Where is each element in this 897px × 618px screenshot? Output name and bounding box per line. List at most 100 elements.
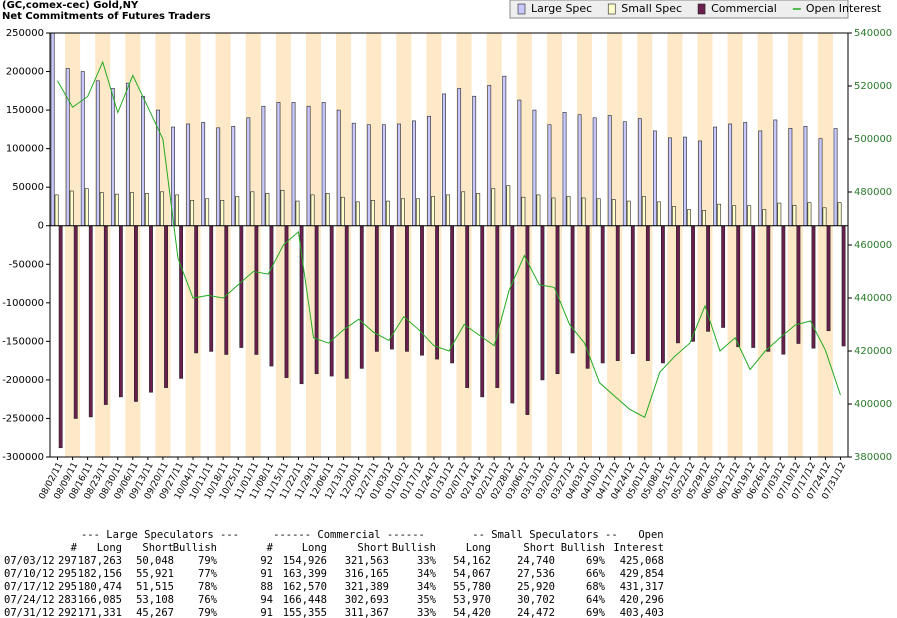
bar [235,196,240,227]
bar [141,95,145,227]
table-cell: 35% [417,594,437,606]
table-cell: 55,921 [136,568,174,580]
table-cell: 45,267 [136,607,174,618]
band-shade [787,33,803,457]
y-tick-label: 250000 [6,28,44,39]
bar [186,123,191,227]
bar [491,188,496,227]
chart-title: (GC,comex-cec) Gold,NY [2,0,139,11]
bar [687,209,691,227]
bar [457,88,462,227]
y-tick-label: 200000 [6,67,44,78]
bar [645,225,650,361]
bar [261,105,266,227]
bar [164,225,168,388]
bar [728,123,733,227]
band-shade [637,33,653,457]
y-tick-label: -200000 [2,375,44,386]
table-column-header: Long [302,542,327,554]
bar [160,191,164,227]
table-cell: 92 [260,555,273,567]
bar [276,102,281,227]
y2-tick-label: 420000 [854,346,892,357]
bar [698,140,702,227]
table-group-header: -- Small Speculators -- [472,529,617,541]
bar [114,193,119,227]
table-cell: 53,970 [453,594,491,606]
line [57,60,841,419]
bar [566,196,571,227]
bar [118,225,123,398]
bar [476,193,481,227]
bar [702,210,706,227]
bar [676,225,680,344]
table-cell: 79% [198,607,218,618]
bar [641,196,646,227]
y-tick-label: 0 [38,221,44,232]
bar [652,130,657,227]
bar [721,225,726,328]
y2-tick-label: 500000 [854,134,892,145]
y-tick-label: -150000 [2,336,44,347]
table-cell: 76% [198,594,218,606]
table-cell: 431,317 [620,581,664,593]
table-cell: 54,162 [453,555,491,567]
table-column-header: Long [97,542,122,554]
bar [412,120,416,227]
bar [661,225,665,364]
bar [683,136,687,227]
table-cell: 33% [417,555,437,567]
band-shade [727,33,743,457]
bar [310,194,315,227]
bar [841,225,846,347]
bar [521,196,526,227]
bar [336,109,341,227]
bar [69,190,74,227]
table-cell: 34% [417,568,437,580]
bar [510,225,515,404]
band-shade [697,33,713,457]
bar [80,71,85,227]
bar [818,138,823,227]
band-shade [185,33,201,457]
legend [509,0,849,19]
table-cell: 68% [586,581,606,593]
table-cell: 54,067 [453,568,491,580]
table-column-header: Interest [613,542,664,554]
bar [73,225,78,419]
y-tick-label: -300000 [2,452,44,463]
bar [532,109,537,227]
table-column-header: Bullish [561,542,605,554]
bar [480,225,485,398]
bar [450,225,455,364]
table-cell: 25,920 [517,581,555,593]
bar [149,225,153,393]
table-cell: 66% [586,568,606,580]
band-shade [817,33,833,457]
bar [622,121,627,227]
band-shade [215,33,231,457]
table-cell: 69% [586,607,606,618]
bar [246,117,251,227]
table-cell: 54,420 [453,607,491,618]
band-shade [426,33,442,457]
bar [265,193,270,227]
bar [50,32,55,227]
table-cell: 403,403 [620,607,664,618]
table-cell: 155,355 [283,607,327,618]
y2-tick-label: 520000 [854,81,892,92]
bar [291,102,296,227]
bar [732,205,737,227]
bar [280,189,285,227]
bar [672,206,676,227]
table-cell: 311,367 [345,607,389,618]
table-cell: 321,389 [345,581,389,593]
table-cell: 292 [58,607,77,618]
y2-tick-label: 480000 [854,187,892,198]
y-tick-label: -100000 [2,298,44,309]
legend-swatch [607,3,616,15]
table-date: 07/10/12 [4,568,55,580]
legend-label: Large Spec [531,2,592,15]
bar [205,198,210,227]
legend-swatch [517,3,526,15]
